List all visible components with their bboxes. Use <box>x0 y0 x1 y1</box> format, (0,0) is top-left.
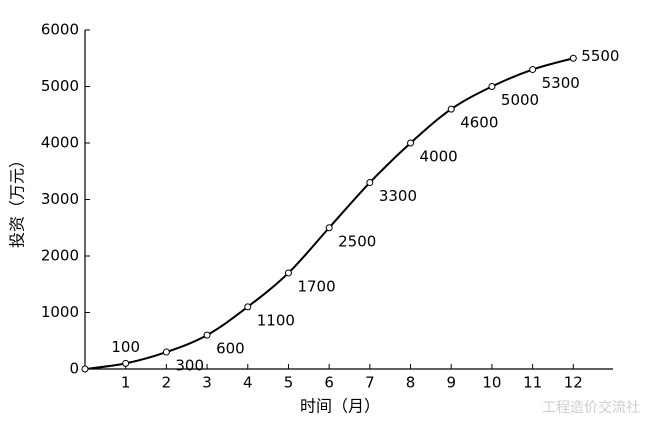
point <box>244 303 252 311</box>
data-label: 5500 <box>581 47 619 65</box>
data-label: 4600 <box>460 114 498 132</box>
x-tick-label: 1 <box>121 374 131 392</box>
y-tick-label: 5000 <box>41 77 79 95</box>
x-tick-label: 11 <box>523 374 542 392</box>
data-label: 300 <box>175 357 204 375</box>
y-axis-label: 投资（万元） <box>8 152 27 248</box>
data-label: 5300 <box>542 74 580 92</box>
data-label: 5000 <box>501 91 539 109</box>
x-tick-label: 3 <box>202 374 212 392</box>
x-tick-label: 7 <box>365 374 375 392</box>
x-axis-label: 时间（月） <box>300 397 380 416</box>
point <box>162 348 170 356</box>
point <box>529 66 537 74</box>
x-tick-label: 9 <box>446 374 456 392</box>
point <box>569 54 577 62</box>
data-label: 3300 <box>379 187 417 205</box>
y-tick-label: 0 <box>69 360 79 378</box>
point <box>325 224 333 232</box>
x-tick-label: 12 <box>564 374 583 392</box>
point <box>407 139 415 147</box>
data-label: 100 <box>111 338 140 356</box>
y-tick-label: 6000 <box>41 21 79 39</box>
x-tick-label: 2 <box>162 374 172 392</box>
watermark: 工程造价交流社 <box>542 399 640 416</box>
y-tick-label: 3000 <box>41 190 79 208</box>
x-tick-label: 10 <box>482 374 501 392</box>
y-tick-label: 1000 <box>41 303 79 321</box>
x-tick-label: 5 <box>284 374 294 392</box>
point <box>284 269 292 277</box>
point <box>366 179 374 187</box>
data-label: 4000 <box>420 148 458 166</box>
x-tick-label: 6 <box>324 374 334 392</box>
point <box>203 331 211 339</box>
data-label: 600 <box>216 340 245 358</box>
y-tick-label: 2000 <box>41 247 79 265</box>
point <box>81 365 89 373</box>
point <box>447 105 455 113</box>
point <box>488 83 496 90</box>
point <box>122 359 130 367</box>
y-tick-label: 4000 <box>41 134 79 152</box>
x-tick-label: 4 <box>243 374 253 392</box>
data-label: 1700 <box>297 277 335 295</box>
x-tick-label: 8 <box>406 374 416 392</box>
data-label: 1100 <box>257 311 295 329</box>
data-label: 2500 <box>338 232 376 250</box>
